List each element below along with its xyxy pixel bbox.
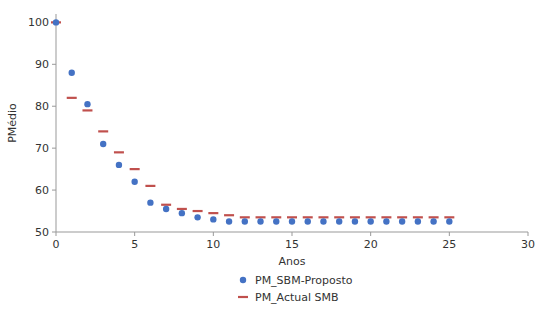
point [114, 151, 124, 153]
plot-area [51, 19, 454, 225]
point [430, 218, 436, 224]
point [82, 109, 92, 111]
legend-marker [240, 277, 246, 283]
x-tick-label: 25 [442, 238, 456, 251]
point [224, 214, 234, 216]
point [210, 216, 216, 222]
point [352, 218, 358, 224]
y-tick [52, 190, 56, 191]
y-tick [52, 64, 56, 65]
point [131, 178, 137, 184]
point [130, 168, 140, 170]
x-tick [292, 232, 293, 236]
y-tick [52, 148, 56, 149]
y-tick-label: 80 [35, 100, 49, 113]
point [318, 216, 328, 218]
point [397, 216, 407, 218]
x-tick-label: 30 [521, 238, 535, 251]
y-tick [52, 232, 56, 233]
point [303, 216, 313, 218]
x-tick-label: 15 [285, 238, 299, 251]
point [305, 218, 311, 224]
point [367, 218, 373, 224]
point [287, 216, 297, 218]
point [289, 218, 295, 224]
x-tick-label: 20 [364, 238, 378, 251]
point [179, 210, 185, 216]
point [366, 216, 376, 218]
point [320, 218, 326, 224]
x-tick-label: 0 [53, 238, 60, 251]
point [69, 69, 75, 75]
point [336, 218, 342, 224]
point [273, 218, 279, 224]
legend-label: PM_SBM-Proposto [255, 274, 353, 287]
x-tick-label: 10 [206, 238, 220, 251]
point [240, 216, 250, 218]
point [161, 204, 171, 206]
point [116, 162, 122, 168]
y-tick-label: 90 [35, 58, 49, 71]
x-tick-label: 5 [131, 238, 138, 251]
point [383, 218, 389, 224]
x-tick [528, 232, 529, 236]
x-tick [134, 232, 135, 236]
point [415, 218, 421, 224]
point [429, 216, 439, 218]
x-tick [370, 232, 371, 236]
point [147, 199, 153, 205]
point [98, 130, 108, 132]
point [399, 218, 405, 224]
point [100, 141, 106, 147]
series [51, 22, 454, 217]
legend-label: PM_Actual SMB [255, 291, 339, 304]
point [334, 216, 344, 218]
x-tick [213, 232, 214, 236]
y-tick-label: 60 [35, 184, 49, 197]
point [145, 185, 155, 187]
point [67, 97, 77, 99]
point [242, 218, 248, 224]
point [84, 101, 90, 107]
y-tick-label: 100 [28, 16, 49, 29]
y-tick-label: 50 [35, 226, 49, 239]
point [257, 218, 263, 224]
point [53, 19, 59, 25]
y-tick-label: 70 [35, 142, 49, 155]
point [163, 206, 169, 212]
point [226, 218, 232, 224]
series [53, 19, 453, 225]
point [444, 216, 454, 218]
x-tick [449, 232, 450, 236]
chart: 0 5 10 15 20 25 30 50 60 70 80 90 100 Anos PMédio PM_SB… [0, 0, 546, 324]
y-axis-line [56, 14, 57, 232]
x-axis-label: Anos [279, 255, 306, 268]
point [413, 216, 423, 218]
point [381, 216, 391, 218]
legend: PM_SBM-Proposto PM_Actual SMB [238, 274, 353, 304]
y-axis-label: PMédio [6, 103, 19, 143]
point [177, 208, 187, 210]
point [193, 210, 203, 212]
point [208, 212, 218, 214]
point [194, 214, 200, 220]
y-tick [52, 106, 56, 107]
point [271, 216, 281, 218]
legend-marker [238, 296, 248, 298]
point [350, 216, 360, 218]
point [256, 216, 266, 218]
point [446, 218, 452, 224]
x-tick [56, 232, 57, 236]
